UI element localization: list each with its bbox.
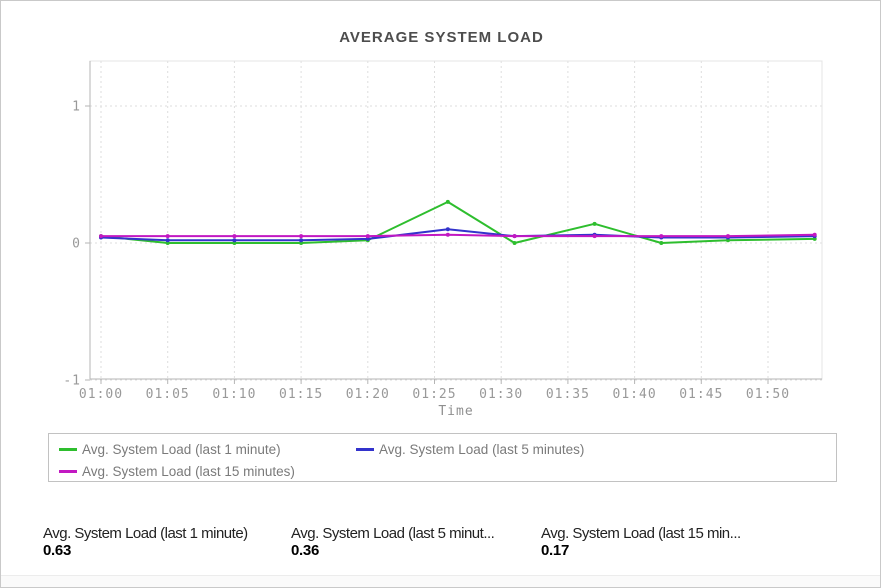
system-load-line-chart: 01:00 01:05 01:10 01:15 01:20 01:25 01:30 01:35…: [63, 60, 823, 419]
chart-legend: Avg. System Load (last 1 minute) Avg. Sy…: [48, 433, 837, 482]
legend-label: Avg. System Load (last 1 minute): [82, 441, 281, 457]
legend-row: Avg. System Load (last 1 minute) Avg. Sy…: [59, 438, 836, 460]
svg-text:1: 1: [72, 100, 81, 115]
svg-text:Time: Time: [438, 404, 473, 419]
stat-value: 0.17: [541, 542, 569, 559]
legend-label: Avg. System Load (last 15 minutes): [82, 463, 295, 479]
legend-row: Avg. System Load (last 15 minutes): [59, 460, 836, 482]
stat-value: 0.63: [43, 542, 71, 559]
legend-item-load-15min[interactable]: Avg. System Load (last 15 minutes): [59, 464, 295, 479]
series-swatch-1min-icon: [59, 447, 77, 451]
stat-value: 0.36: [291, 542, 319, 559]
svg-text:01:25: 01:25: [412, 387, 456, 402]
stat-label: Avg. System Load (last 15 min...: [541, 525, 741, 542]
series-swatch-5min-icon: [356, 447, 374, 451]
svg-text:-1: -1: [63, 374, 81, 389]
svg-text:01:35: 01:35: [546, 387, 590, 402]
svg-text:01:20: 01:20: [346, 387, 390, 402]
svg-text:01:40: 01:40: [613, 387, 657, 402]
stat-label: Avg. System Load (last 1 minute): [43, 525, 248, 542]
current-values-row: Avg. System Load (last 1 minute) 0.63 Av…: [1, 525, 881, 569]
svg-text:01:05: 01:05: [146, 387, 190, 402]
series-swatch-15min-icon: [59, 469, 77, 473]
chart-title: AVERAGE SYSTEM LOAD: [339, 29, 544, 46]
legend-item-load-5min[interactable]: Avg. System Load (last 5 minutes): [356, 442, 584, 457]
stat-load-1min: Avg. System Load (last 1 minute) 0.63: [43, 525, 288, 560]
footer-strip: [1, 575, 880, 587]
stat-label: Avg. System Load (last 5 minut...: [291, 525, 495, 542]
stat-load-5min: Avg. System Load (last 5 minut... 0.36: [291, 525, 536, 560]
svg-text:0: 0: [72, 237, 81, 252]
legend-item-load-1min[interactable]: Avg. System Load (last 1 minute): [59, 442, 356, 457]
svg-text:01:30: 01:30: [479, 387, 523, 402]
stat-load-15min: Avg. System Load (last 15 min... 0.17: [541, 525, 786, 560]
legend-label: Avg. System Load (last 5 minutes): [379, 441, 585, 457]
svg-text:01:10: 01:10: [212, 387, 256, 402]
svg-text:01:45: 01:45: [679, 387, 723, 402]
svg-text:01:00: 01:00: [79, 387, 123, 402]
svg-text:01:15: 01:15: [279, 387, 323, 402]
svg-text:01:50: 01:50: [746, 387, 790, 402]
